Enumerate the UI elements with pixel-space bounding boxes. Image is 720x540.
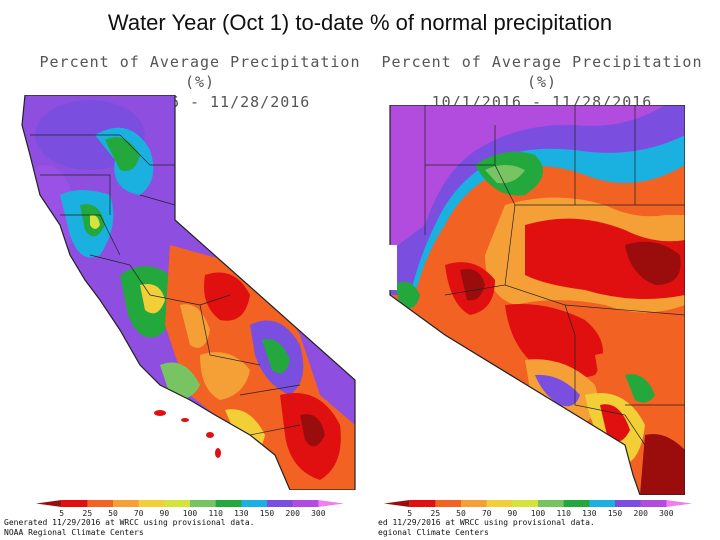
nevada-legend-label: 90: [508, 509, 518, 518]
california-generated-note: Generated 11/29/2016 at WRCC using provi…: [4, 518, 255, 527]
slide-title: Water Year (Oct 1) to-date % of normal p…: [107, 10, 613, 35]
california-legend-swatch: [292, 500, 319, 507]
california-legend-label: 50: [108, 509, 118, 518]
nevada-legend-swatch: [538, 500, 564, 507]
nevada-legend-swatch: [512, 500, 539, 507]
california-legend-swatch: [190, 500, 216, 507]
nevada-legend-label: 25: [431, 509, 441, 518]
nevada-legend-label: 300: [659, 509, 674, 518]
california-legend-swatch: [267, 500, 293, 507]
nevada-footer: ed 11/29/2016 at WRCC using provisional …: [378, 518, 708, 538]
california-legend-swatch: [36, 500, 62, 507]
nevada-legend-swatch: [461, 500, 487, 507]
california-legend-label: 130: [234, 509, 249, 518]
california-legend-label: 25: [83, 509, 93, 518]
california-precipitation-map: [21, 95, 356, 490]
nevada-generated-note: ed 11/29/2016 at WRCC using provisional …: [378, 518, 595, 527]
nevada-precipitation-map: [385, 105, 685, 495]
nevada-map-title-line1: Percent of Average Precipitation (%): [381, 53, 703, 91]
nevada-legend-swatch: [435, 500, 462, 507]
nevada-legend-swatch: [589, 500, 616, 507]
nevada-legend-label: 200: [633, 509, 648, 518]
california-legend-swatch: [113, 500, 139, 507]
nevada-legend-swatch: [666, 500, 692, 507]
nevada-source-note: egional Climate Centers: [378, 528, 489, 537]
nevada-legend-swatch: [486, 500, 513, 507]
nevada-legend-swatch: [563, 500, 590, 507]
california-legend-swatch: [87, 500, 114, 507]
nevada-legend: 5 25 50 70 90 100 110 130 150 200 300: [384, 500, 692, 518]
nevada-legend-swatch: [384, 500, 410, 507]
california-legend-label: 200: [285, 509, 300, 518]
california-legend-label: 100: [183, 509, 198, 518]
nevada-legend-label: 50: [456, 509, 466, 518]
nevada-legend-label: 110: [556, 509, 571, 518]
california-legend-label: 70: [134, 509, 144, 518]
california-source-note: NOAA Regional Climate Centers: [4, 528, 144, 537]
california-legend-swatch: [215, 500, 242, 507]
nevada-legend-swatch: [409, 500, 436, 507]
california-legend-swatch: [318, 500, 344, 507]
nevada-legend-label: 100: [531, 509, 546, 518]
california-legend-swatch: [138, 500, 165, 507]
california-legend-label: 5: [59, 509, 64, 518]
california-legend-label: 90: [160, 509, 170, 518]
california-legend: 5 25 50 70 90 100 110 130 150 200 300: [36, 500, 344, 518]
california-legend-swatch: [61, 500, 88, 507]
nevada-legend-label: 70: [482, 509, 492, 518]
california-legend-swatch: [164, 500, 191, 507]
california-map-title-line1: Percent of Average Precipitation (%): [39, 53, 361, 91]
california-footer: Generated 11/29/2016 at WRCC using provi…: [4, 518, 359, 538]
nevada-legend-swatch: [615, 500, 641, 507]
nevada-legend-swatch: [640, 500, 667, 507]
nevada-map-title: Percent of Average Precipitation (%) 10/…: [372, 52, 712, 112]
nevada-legend-label: 130: [582, 509, 597, 518]
nevada-legend-label: 5: [407, 509, 412, 518]
california-legend-label: 110: [208, 509, 223, 518]
nevada-legend-label: 150: [608, 509, 623, 518]
california-legend-label: 150: [260, 509, 275, 518]
california-legend-swatch: [241, 500, 268, 507]
california-legend-label: 300: [311, 509, 326, 518]
